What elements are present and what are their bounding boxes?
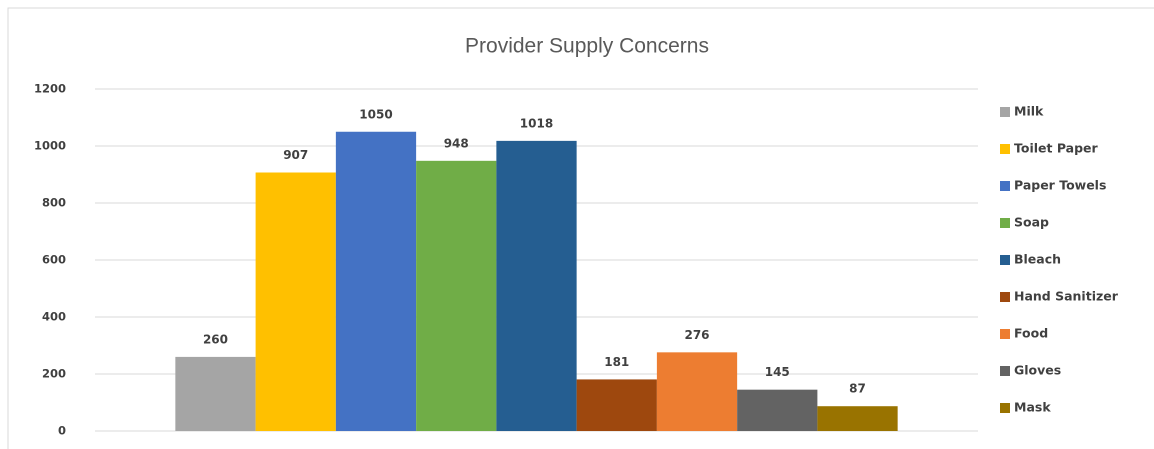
legend-label: Bleach [1014,252,1061,267]
legend-swatch [1000,329,1010,339]
legend-swatch [1000,107,1010,117]
bar [416,160,497,431]
bar [576,379,657,431]
legend-label: Paper Towels [1014,178,1106,193]
legend-swatch [1000,218,1010,228]
bar [737,389,818,431]
y-tick-label: 800 [42,196,66,210]
legend-label: Hand Sanitizer [1014,289,1119,304]
data-label: 181 [604,355,629,369]
bar [175,356,256,431]
bar [255,172,336,431]
legend-swatch [1000,366,1010,376]
y-tick-label: 400 [42,310,66,324]
data-label: 260 [203,332,228,346]
legend-swatch [1000,292,1010,302]
legend-swatch [1000,403,1010,413]
data-label: 948 [444,136,469,150]
legend-label: Food [1014,326,1048,341]
y-tick-label: 200 [42,367,66,381]
data-label: 276 [684,328,709,342]
bar [496,140,577,431]
y-tick-label: 600 [42,253,66,267]
legend-label: Soap [1014,215,1049,230]
legend-label: Toilet Paper [1014,141,1099,156]
data-label: 1018 [520,116,553,130]
bar [817,406,898,431]
bar [656,352,738,431]
data-label: 145 [765,365,790,379]
data-label: 1050 [359,107,392,121]
legend-swatch [1000,144,1010,154]
legend-swatch [1000,255,1010,265]
bar [335,131,417,431]
legend-label: Gloves [1014,363,1061,378]
chart-title: Provider Supply Concerns [465,35,709,58]
legend-label: Milk [1014,104,1044,119]
data-label: 87 [849,382,866,396]
y-tick-label: 1000 [34,139,66,153]
legend-swatch [1000,181,1010,191]
legend-label: Mask [1014,400,1051,415]
data-label: 907 [283,148,308,162]
y-tick-label: 0 [58,424,66,438]
y-tick-label: 1200 [34,82,66,96]
